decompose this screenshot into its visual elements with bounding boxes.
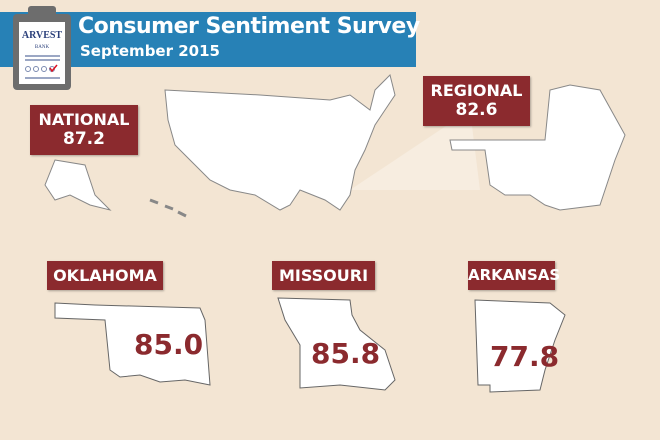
missouri-value: 85.8 [311, 337, 381, 370]
alaska-map [44, 159, 112, 211]
clipboard-logo-icon: ARVEST BANK [13, 6, 71, 90]
regional-label: REGIONAL 82.6 [423, 76, 530, 126]
national-value: 87.2 [63, 129, 105, 149]
regional-label-text: REGIONAL [430, 81, 523, 100]
regional-map [449, 84, 626, 211]
arkansas-value: 77.8 [490, 340, 560, 373]
oklahoma-value: 85.0 [134, 328, 204, 361]
page-subtitle: September 2015 [80, 42, 220, 60]
regional-value: 82.6 [455, 100, 498, 120]
arkansas-map [474, 299, 566, 393]
svg-text:ARVEST: ARVEST [22, 30, 63, 41]
regional-beam [350, 110, 480, 190]
national-label: NATIONAL 87.2 [30, 105, 138, 155]
svg-text:BANK: BANK [35, 45, 50, 50]
national-label-text: NATIONAL [38, 110, 130, 129]
missouri-map [277, 297, 396, 391]
missouri-label: MISSOURI [272, 261, 375, 290]
hawaii-map [149, 198, 187, 218]
oklahoma-map [54, 302, 211, 386]
arkansas-label: ARKANSAS [468, 261, 560, 290]
oklahoma-label: OKLAHOMA [47, 261, 163, 290]
page-title: Consumer Sentiment Survey [78, 14, 420, 39]
us-map [164, 74, 396, 211]
